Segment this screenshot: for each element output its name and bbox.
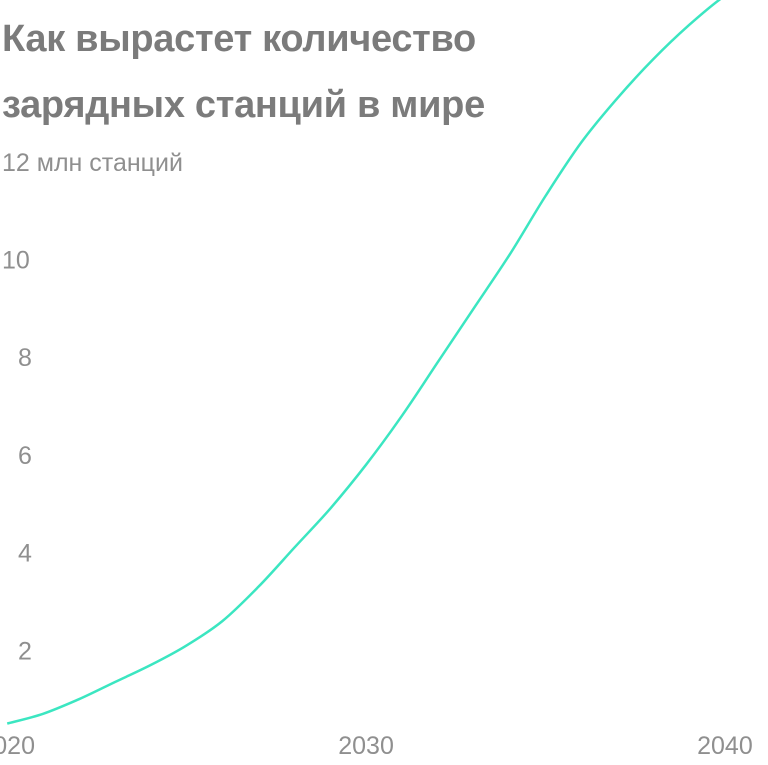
y-tick-label: 10 bbox=[2, 247, 30, 275]
x-tick-label: 2030 bbox=[338, 732, 394, 760]
y-tick-label: 4 bbox=[18, 540, 32, 568]
y-tick-label: 12 млн станций bbox=[2, 149, 183, 177]
y-axis: 12 млн станций 10 8 6 4 2 bbox=[2, 149, 183, 665]
y-tick-label: 2 bbox=[18, 637, 32, 665]
chart-title-line-1: Как вырастет количество bbox=[2, 18, 476, 60]
y-tick-label: 8 bbox=[18, 344, 32, 372]
chart-title: Как вырастет количество зарядных станций… bbox=[2, 6, 762, 138]
series-group bbox=[6, 0, 722, 725]
series-line bbox=[6, 0, 722, 725]
chart-title-line-2: зарядных станций в мире bbox=[2, 84, 485, 126]
x-tick-label: 2040 bbox=[697, 732, 753, 760]
y-tick-label: 6 bbox=[18, 442, 32, 470]
